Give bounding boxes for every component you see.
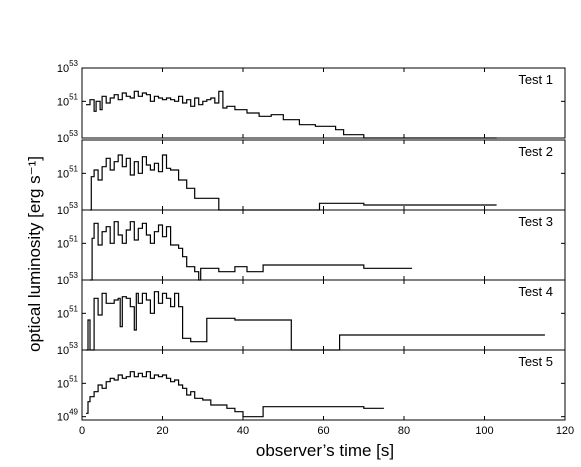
x-tick-label: 120	[556, 425, 574, 437]
panel-label: Test 5	[518, 354, 553, 369]
y-tick-label: 1049	[57, 408, 79, 424]
series-line	[86, 371, 384, 418]
panel-3: 1051 1053 Test 3	[57, 209, 566, 287]
y-tick-label: 1051	[57, 374, 79, 390]
x-axis-ticks: 0 20 40 60 80 100 120	[79, 425, 574, 437]
y-tick-label: 1053	[57, 271, 79, 287]
x-tick-label: 60	[317, 425, 329, 437]
x-tick-label: 40	[237, 425, 249, 437]
series-line	[86, 90, 497, 139]
panel-frame	[81, 67, 566, 139]
y-tick-label: 1053	[57, 341, 79, 357]
panel-4: 1051 1053 Test 4	[57, 279, 566, 357]
x-tick-label: 0	[79, 425, 85, 437]
panel-frame	[81, 209, 566, 281]
series-line	[86, 291, 545, 351]
y-tick-label: 1053	[57, 201, 79, 217]
x-tick-label: 100	[475, 425, 493, 437]
y-tick-label: 1051	[57, 164, 79, 180]
panel-frame	[81, 139, 566, 211]
panel-1: 1053 1051 1053 Test 1	[57, 59, 566, 145]
y-axis-title: optical luminosity [erg s⁻¹]	[25, 156, 44, 352]
x-axis-title: observer’s time [s]	[256, 441, 394, 460]
series-line	[90, 221, 413, 281]
panel-frame	[81, 279, 566, 351]
y-tick-label: 1053	[57, 59, 79, 75]
panel-label: Test 3	[518, 214, 553, 229]
panel-2: 1051 1053 Test 2	[57, 139, 566, 217]
panel-frame	[81, 349, 566, 421]
y-tick-label: 1053	[57, 129, 79, 145]
y-tick-label: 1051	[57, 92, 79, 108]
x-tick-label: 20	[156, 425, 168, 437]
panel-label: Test 4	[518, 284, 553, 299]
panel-label: Test 1	[518, 72, 553, 87]
y-tick-label: 1051	[57, 304, 79, 320]
series-line	[90, 154, 497, 211]
x-tick-label: 80	[398, 425, 410, 437]
y-tick-label: 1051	[57, 234, 79, 250]
panel-5: 1051 1049 Test 5	[57, 349, 566, 424]
panel-label: Test 2	[518, 144, 553, 159]
